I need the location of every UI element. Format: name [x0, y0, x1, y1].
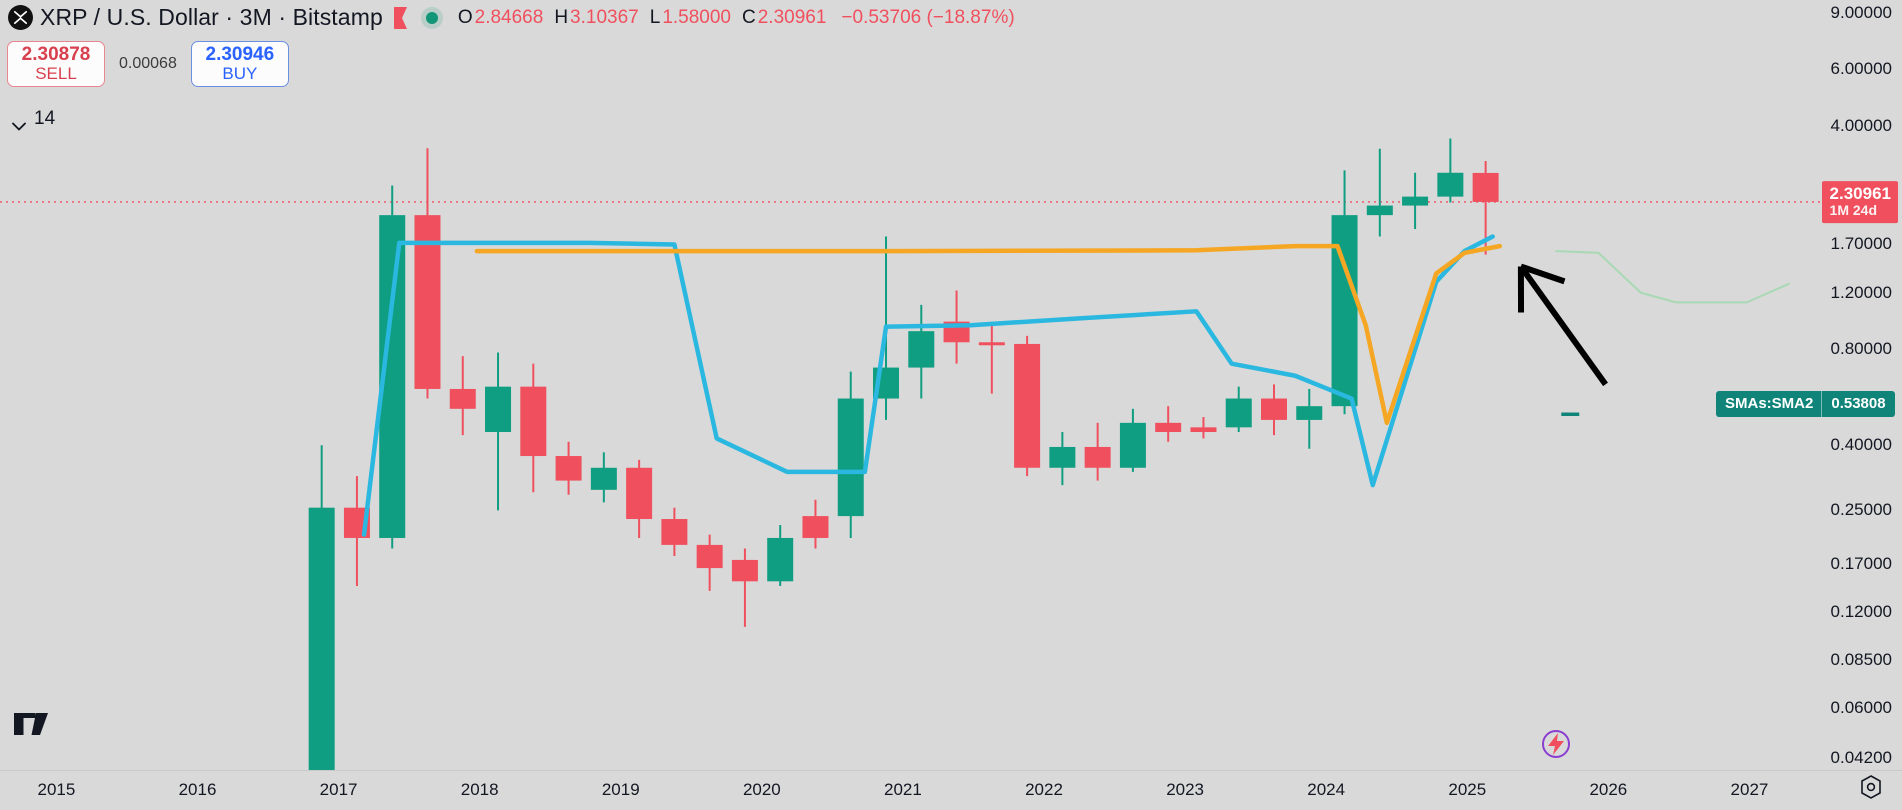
series-forecast — [1555, 250, 1790, 304]
close-value: 2.30961 — [757, 6, 827, 28]
candle — [449, 356, 476, 436]
price-tick-0.04200: 0.04200 — [1830, 747, 1892, 767]
candle — [802, 499, 829, 549]
candle — [485, 352, 512, 511]
low-label: L — [649, 6, 661, 28]
candle — [308, 445, 335, 770]
open-label: O — [457, 6, 473, 28]
price-tick-0.17000: 0.17000 — [1830, 553, 1892, 573]
time-tick-2016: 2016 — [178, 780, 217, 799]
sell-button[interactable]: 2.30878 SELL — [7, 41, 105, 87]
time-tick-2025: 2025 — [1448, 780, 1487, 799]
time-tick-2017: 2017 — [319, 780, 358, 799]
candle — [414, 148, 441, 399]
candle — [908, 304, 935, 399]
price-tick-0.80000: 0.80000 — [1830, 339, 1892, 359]
price-tick-1.20000: 1.20000 — [1830, 282, 1892, 302]
ohlc-values: O 2.84668 H 3.10367 L 1.58000 C 2.30961 −0.5… — [458, 7, 1015, 29]
chevron-down-icon[interactable] — [12, 115, 26, 130]
candle — [1296, 388, 1323, 449]
price-axis[interactable]: 9.000006.000004.000002.500001.700001.200… — [1792, 0, 1902, 770]
change-value: −0.53706 (−18.87%) — [841, 6, 1015, 28]
sma-value: 0.53808 — [1821, 391, 1894, 418]
buy-label: BUY — [222, 64, 258, 84]
tradingview-logo-icon[interactable] — [14, 713, 50, 740]
market-open-dot-icon[interactable] — [420, 6, 443, 29]
current-price-value: 2.30961 — [1829, 184, 1891, 204]
price-tick-9.00000: 9.00000 — [1830, 3, 1892, 23]
candle — [1261, 384, 1287, 436]
time-tick-2027: 2027 — [1730, 780, 1769, 799]
price-tick-0.06000: 0.06000 — [1830, 698, 1892, 718]
time-tick-2022: 2022 — [1025, 780, 1063, 799]
sma-value-tag[interactable]: SMAs:SMA2 0.53808 — [1716, 391, 1895, 418]
time-axis[interactable]: 2015 2016 2017 2018 2019 2020 2021 2022 2023 2024… — [0, 770, 1902, 810]
candle — [1402, 172, 1429, 230]
price-tick-0.12000: 0.12000 — [1830, 602, 1892, 622]
indicator-label: 14 — [34, 108, 56, 129]
candle — [978, 322, 1005, 394]
close-label: C — [742, 6, 756, 28]
high-label: H — [554, 6, 569, 28]
bar-countdown: 1M 24d — [1829, 202, 1878, 219]
symbol-title[interactable]: XRP / U.S. Dollar · 3M · Bitstamp — [40, 4, 383, 30]
candle — [590, 452, 617, 503]
indicator-legend-row[interactable]: 14 — [12, 108, 55, 130]
candle — [731, 548, 758, 627]
candle — [1472, 160, 1499, 255]
buy-price: 2.30946 — [205, 44, 275, 66]
candle — [696, 534, 723, 591]
price-tick-6.00000: 6.00000 — [1830, 59, 1892, 79]
time-tick-2015: 2015 — [37, 780, 76, 799]
xrp-logo-icon — [8, 5, 33, 30]
low-value: 1.58000 — [662, 6, 731, 28]
arrow-annotation — [1517, 263, 1608, 387]
candle — [767, 525, 794, 587]
candle — [661, 507, 688, 557]
open-value: 2.84668 — [474, 6, 544, 28]
price-chart-canvas[interactable] — [0, 0, 1820, 770]
candle — [555, 441, 582, 495]
price-tick-0.40000: 0.40000 — [1830, 435, 1892, 455]
candle — [1084, 422, 1111, 481]
candle — [1014, 335, 1041, 477]
time-tick-2020: 2020 — [742, 780, 781, 799]
candle — [1049, 431, 1076, 486]
time-tick-2021: 2021 — [884, 780, 922, 799]
time-tick-2024: 2024 — [1307, 780, 1346, 799]
buy-button[interactable]: 2.30946 BUY — [190, 41, 289, 87]
candle — [1190, 417, 1217, 439]
sell-price: 2.30878 — [21, 44, 91, 66]
candle — [1225, 386, 1252, 432]
time-tick-2019: 2019 — [601, 780, 640, 799]
series-sma-fast — [361, 234, 1495, 537]
time-tick-2023: 2023 — [1166, 780, 1205, 799]
time-tick-2018: 2018 — [460, 780, 499, 799]
bookmark-flag-icon[interactable] — [390, 6, 410, 30]
candle — [520, 363, 547, 493]
sma-name: SMAs:SMA2 — [1725, 395, 1814, 413]
trade-panel: 2.30878 SELL 0.00068 2.30946 BUY — [7, 41, 289, 87]
chart-legend: XRP / U.S. Dollar · 3M · Bitstamp O 2.846… — [8, 4, 1015, 31]
crosshair-target-icon[interactable] — [1858, 774, 1884, 805]
candle — [1437, 138, 1464, 203]
current-price-tag[interactable]: 2.30961 1M 24d — [1821, 181, 1898, 223]
time-tick-2026: 2026 — [1589, 780, 1628, 799]
candle — [1155, 406, 1182, 442]
price-tick-4.00000: 4.00000 — [1830, 115, 1892, 135]
price-tick-0.08500: 0.08500 — [1830, 650, 1892, 670]
candle — [626, 459, 653, 538]
spread-value: 0.00068 — [119, 55, 177, 72]
candle — [1119, 408, 1146, 472]
lightning-flash-icon[interactable] — [1540, 728, 1572, 765]
candle — [837, 371, 864, 538]
candle — [1366, 148, 1393, 237]
price-tick-1.70000: 1.70000 — [1830, 234, 1892, 254]
sell-label: SELL — [35, 64, 77, 84]
price-tick-0.25000: 0.25000 — [1830, 500, 1892, 520]
high-value: 3.10367 — [570, 6, 639, 28]
series-sma-slow — [474, 243, 1502, 426]
